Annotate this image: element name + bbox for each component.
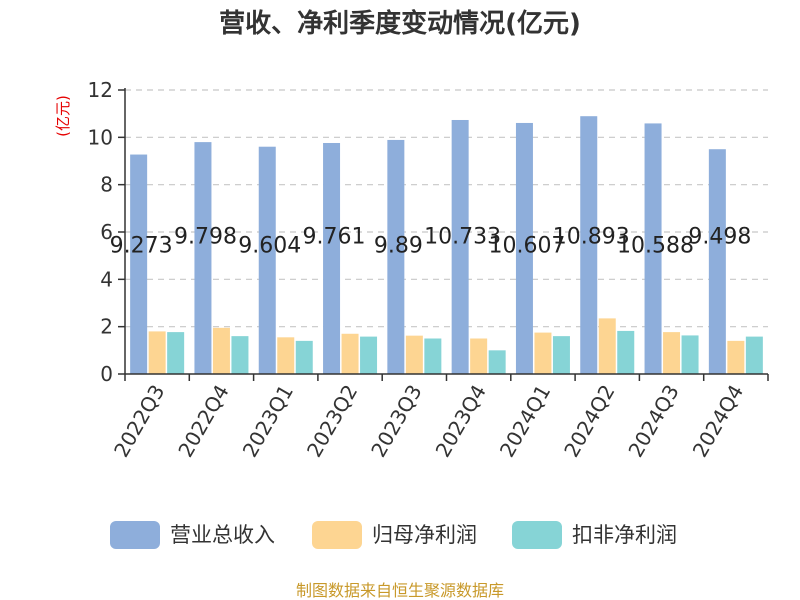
x-tick-label: 2024Q3 xyxy=(623,381,683,462)
bar-扣非净利润[interactable] xyxy=(488,350,506,374)
bar-归母净利润[interactable] xyxy=(277,337,295,374)
legend-item-营业总收入[interactable]: 营业总收入 xyxy=(110,521,275,549)
y-tick-label: 8 xyxy=(100,173,113,197)
y-axis-unit: (亿元) xyxy=(54,95,72,137)
bar-归母净利润[interactable] xyxy=(534,332,552,374)
bars xyxy=(130,116,763,375)
y-tick-label: 10 xyxy=(88,125,113,149)
bar-归母净利润[interactable] xyxy=(470,338,488,375)
legend-label: 扣非净利润 xyxy=(572,523,677,547)
x-tick-label: 2024Q1 xyxy=(495,381,555,462)
y-tick-label: 12 xyxy=(88,78,113,102)
bar-营业总收入[interactable] xyxy=(194,142,212,374)
bar-归母净利润[interactable] xyxy=(212,327,230,374)
bar-扣非净利润[interactable] xyxy=(167,332,185,374)
bar-归母净利润[interactable] xyxy=(148,331,166,374)
legend-item-扣非净利润[interactable]: 扣非净利润 xyxy=(512,521,677,549)
bar-营业总收入[interactable] xyxy=(130,154,148,374)
bar-营业总收入[interactable] xyxy=(515,122,533,374)
bar-扣非净利润[interactable] xyxy=(424,338,442,375)
x-tick-label: 2024Q4 xyxy=(688,381,748,462)
data-label: 9.498 xyxy=(688,225,751,250)
data-label: 9.761 xyxy=(303,225,366,250)
bar-扣非净利润[interactable] xyxy=(617,330,635,374)
y-tick-label: 4 xyxy=(100,267,113,291)
x-tick-label: 2022Q4 xyxy=(173,381,233,462)
x-tick-label: 2023Q2 xyxy=(302,381,362,462)
x-tick-label: 2023Q3 xyxy=(366,381,426,462)
bar-归母净利润[interactable] xyxy=(663,332,681,374)
bar-扣非净利润[interactable] xyxy=(681,335,699,374)
bar-扣非净利润[interactable] xyxy=(295,340,313,374)
bar-营业总收入[interactable] xyxy=(451,119,469,375)
y-tick-label: 6 xyxy=(100,220,113,244)
data-label: 9.798 xyxy=(174,225,237,250)
legend-item-归母净利润[interactable]: 归母净利润 xyxy=(312,521,477,549)
bar-营业总收入[interactable] xyxy=(580,116,598,374)
bar-营业总收入[interactable] xyxy=(708,149,726,374)
bar-营业总收入[interactable] xyxy=(258,146,276,374)
source-note: 制图数据来自恒生聚源数据库 xyxy=(296,581,504,600)
legend-swatch xyxy=(512,521,562,549)
bar-扣非净利润[interactable] xyxy=(745,336,763,374)
data-label: 9.604 xyxy=(238,234,301,259)
bar-营业总收入[interactable] xyxy=(323,142,341,374)
x-tick-label: 2023Q1 xyxy=(238,381,298,462)
legend-swatch xyxy=(110,521,160,549)
bar-归母净利润[interactable] xyxy=(727,340,745,374)
data-label: 10.893 xyxy=(553,225,630,250)
bar-营业总收入[interactable] xyxy=(387,139,405,374)
bar-扣非净利润[interactable] xyxy=(552,336,570,374)
legend-label: 营业总收入 xyxy=(170,523,275,547)
y-tick-label: 0 xyxy=(100,362,113,386)
bar-扣非净利润[interactable] xyxy=(360,336,378,374)
chart-title: 营收、净利季度变动情况(亿元) xyxy=(219,8,581,39)
bar-营业总收入[interactable] xyxy=(644,123,662,375)
data-label: 9.273 xyxy=(110,234,173,259)
gridlines xyxy=(125,89,768,328)
legend-swatch xyxy=(312,521,362,549)
bar-归母净利润[interactable] xyxy=(405,335,423,374)
x-tick-label: 2024Q2 xyxy=(559,381,619,462)
legend[interactable]: 营业总收入 归母净利润 扣非净利润 xyxy=(110,521,677,549)
data-label: 9.89 xyxy=(374,234,423,259)
data-label: 10.733 xyxy=(424,225,501,250)
data-labels: 9.273 9.798 9.604 9.761 9.89 10.73310.60710.8… xyxy=(110,225,752,259)
bar-扣非净利润[interactable] xyxy=(231,336,249,374)
legend-label: 归母净利润 xyxy=(372,523,477,547)
x-tick-label: 2022Q3 xyxy=(109,381,169,462)
bar-归母净利润[interactable] xyxy=(341,333,359,374)
x-tick-label: 2023Q4 xyxy=(431,381,491,462)
data-label: 10.588 xyxy=(617,234,694,259)
y-tick-label: 2 xyxy=(100,315,113,339)
bar-归母净利润[interactable] xyxy=(598,318,616,374)
data-label: 10.607 xyxy=(488,234,565,259)
